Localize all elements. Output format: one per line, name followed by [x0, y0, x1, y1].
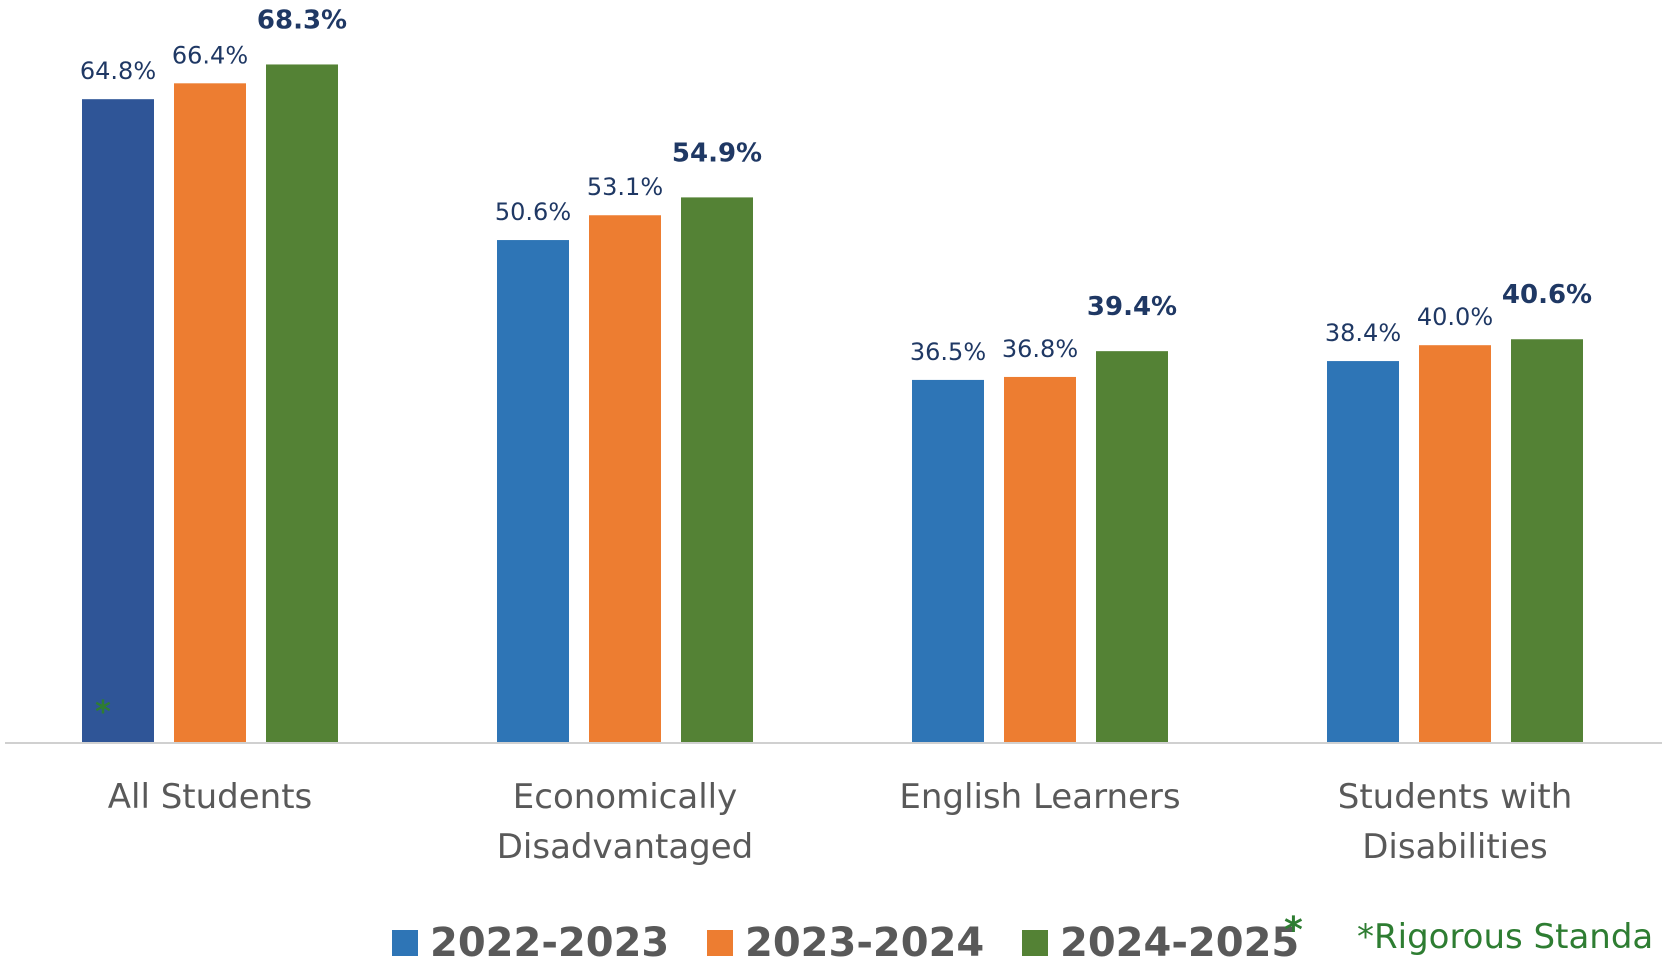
- bar-star-marker: *: [95, 695, 111, 730]
- value-label-2024-2025-0: 68.3%: [257, 5, 347, 35]
- bar-2022-2023-3: [1327, 361, 1399, 742]
- bar-2023-2024-2: [1004, 376, 1076, 742]
- category-label-2-0: English Learners: [899, 777, 1180, 817]
- bar-2023-2024-1: [589, 215, 661, 743]
- value-label-2022-2023-3: 38.4%: [1325, 319, 1401, 347]
- value-label-2024-2025-3: 40.6%: [1502, 280, 1592, 310]
- annotation-note: *Rigorous Standa: [1357, 917, 1653, 957]
- value-label-2023-2024-1: 53.1%: [587, 173, 663, 201]
- category-labels-group: All Students Economically Disadvantaged Eng…: [108, 777, 1573, 867]
- legend-swatch-2024-2025: [1022, 930, 1048, 956]
- bar-2023-2024-0: [174, 83, 246, 742]
- legend-label-2024-2025: 2024-2025: [1060, 920, 1299, 962]
- value-label-2023-2024-2: 36.8%: [1002, 335, 1078, 363]
- category-label-0-0: All Students: [108, 777, 313, 817]
- legend-label-2022-2023: 2022-2023: [430, 920, 669, 962]
- value-label-2024-2025-1: 54.9%: [672, 138, 762, 168]
- bar-2024-2025-1: [681, 197, 753, 743]
- legend-swatch-2023-2024: [707, 930, 733, 956]
- value-label-2022-2023-1: 50.6%: [495, 198, 571, 226]
- bars-group: *: [82, 64, 1583, 743]
- bar-2024-2025-2: [1096, 351, 1168, 742]
- value-label-2022-2023-0: 64.8%: [80, 57, 156, 85]
- category-label-3-1: Disabilities: [1362, 827, 1548, 867]
- bar-2024-2025-0: [266, 64, 338, 743]
- value-label-2022-2023-2: 36.5%: [910, 338, 986, 366]
- legend: 2022-2023 2023-2024 2024-2025*: [392, 910, 1303, 962]
- legend-star-marker: *: [1284, 910, 1303, 951]
- legend-swatch-2022-2023: [392, 930, 418, 956]
- value-label-2024-2025-2: 39.4%: [1087, 292, 1177, 322]
- bar-2022-2023-0: [82, 99, 154, 742]
- value-label-2023-2024-3: 40.0%: [1417, 303, 1493, 331]
- bar-2022-2023-1: [497, 240, 569, 742]
- bar-2022-2023-2: [912, 379, 984, 742]
- value-label-2023-2024-0: 66.4%: [172, 41, 248, 69]
- category-label-1-0: Economically: [513, 777, 737, 817]
- value-labels-group: 64.8% 66.4% 68.3% 50.6% 53.1% 54.9% 36.5% 36.8%…: [80, 5, 1592, 365]
- bar-2023-2024-3: [1419, 345, 1491, 742]
- legend-label-2023-2024: 2023-2024: [745, 920, 984, 962]
- category-label-1-1: Disadvantaged: [497, 827, 754, 867]
- bar-2024-2025-3: [1511, 339, 1583, 742]
- category-label-3-0: Students with: [1338, 777, 1573, 817]
